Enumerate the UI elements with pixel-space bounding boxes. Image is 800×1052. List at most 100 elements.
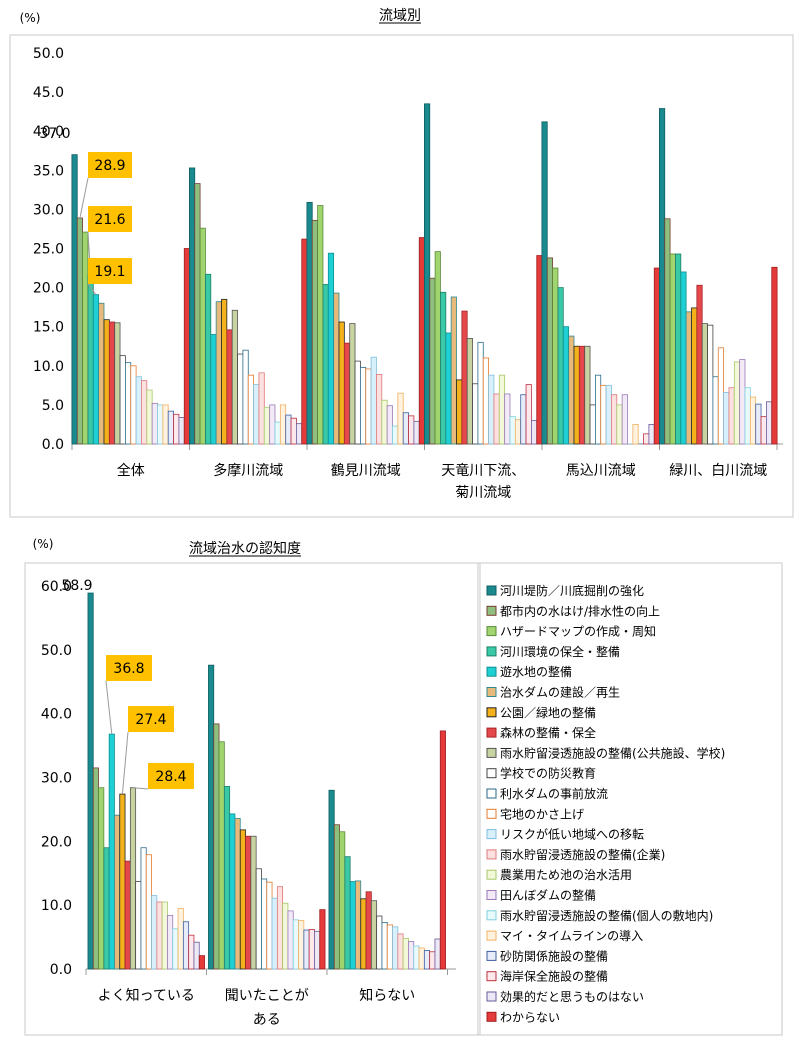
bar: [376, 915, 383, 970]
bar: [595, 374, 602, 445]
legend-label: 学校での防災教育: [500, 766, 596, 781]
bar: [114, 814, 121, 970]
bar: [381, 399, 388, 445]
bar: [354, 360, 361, 445]
legend-swatch: [486, 950, 497, 961]
bar: [739, 359, 746, 445]
y-axis-unit: (%): [20, 11, 41, 25]
bar: [103, 847, 110, 970]
bar: [413, 945, 420, 970]
callout-label: 28.4: [155, 769, 186, 785]
legend-label: ハザードマップの作成・周知: [500, 625, 656, 639]
bar: [632, 424, 639, 445]
legend-swatch: [486, 1011, 497, 1022]
bar: [269, 404, 276, 445]
bar: [135, 881, 142, 970]
bar: [712, 376, 719, 445]
bar: [146, 389, 153, 445]
category-label: 馬込川流域: [566, 463, 636, 479]
bar: [157, 404, 164, 445]
bar: [205, 273, 212, 445]
bar: [696, 284, 703, 445]
bar: [509, 416, 516, 445]
legend-label: 森林の整備・保全: [500, 725, 596, 740]
bar: [434, 251, 441, 445]
bar: [664, 218, 671, 445]
category-label: 菊川流域: [455, 485, 511, 501]
bar: [290, 417, 297, 445]
legend-label: 公園／緑地の整備: [500, 705, 596, 720]
bar: [237, 353, 244, 445]
bar: [717, 347, 724, 445]
callout-box: [128, 706, 174, 732]
legend-swatch: [486, 646, 497, 657]
y-tick-label: 20.0: [41, 834, 72, 850]
legend-swatch: [486, 727, 497, 738]
bar: [355, 880, 362, 970]
bar: [322, 284, 329, 445]
bar: [418, 237, 425, 445]
bar: [271, 897, 278, 970]
legend-label: 遊水地の整備: [500, 664, 572, 679]
bar: [87, 274, 94, 445]
legend-label: 雨水貯留浸透施設の整備(企業): [500, 847, 665, 862]
bar: [308, 929, 315, 970]
bar: [253, 384, 260, 445]
bar: [659, 108, 666, 445]
bar: [226, 329, 233, 445]
bar: [119, 355, 126, 445]
y-tick-label: 10.0: [41, 898, 72, 914]
callout-leader: [79, 177, 89, 219]
chart-title: 流域別: [379, 8, 421, 24]
bar: [429, 951, 436, 970]
y-tick-label: 45.0: [33, 85, 64, 101]
bar: [92, 767, 99, 970]
bar: [213, 723, 220, 970]
y-tick-label: 30.0: [33, 202, 64, 218]
category-label: 緑川、白川流域: [669, 463, 767, 479]
bar: [245, 835, 252, 970]
bar: [397, 933, 404, 970]
legend-swatch: [486, 808, 497, 819]
bar: [621, 394, 628, 445]
category-label: 天竜川下流、: [441, 462, 525, 479]
bar: [477, 341, 484, 445]
bar: [408, 941, 415, 970]
bar: [198, 955, 205, 970]
bar: [295, 423, 303, 445]
legend-frame: [477, 562, 783, 1036]
callout-leader: [87, 283, 97, 295]
chart-by-basin: 流域別 (%) 0.0 5.0 10.0 15.0 20.0 25.0 30.0 35.0 40.0…: [9, 8, 794, 518]
bar: [71, 154, 78, 445]
bar: [413, 420, 420, 445]
bar: [303, 929, 310, 970]
bar: [514, 419, 522, 445]
bar: [210, 334, 217, 445]
bar: [242, 349, 249, 445]
legend-swatch: [486, 971, 497, 982]
legend-label: 農業用ため池の治水活用: [500, 868, 632, 882]
bar: [108, 321, 116, 445]
bar: [685, 311, 692, 445]
bar: [445, 332, 452, 445]
legend-swatch: [486, 890, 497, 900]
bar: [397, 392, 404, 445]
bar: [349, 323, 356, 445]
bar: [370, 356, 377, 445]
callout-leader: [132, 787, 149, 790]
bar: [108, 733, 115, 970]
bar: [199, 227, 206, 445]
bar: [760, 416, 767, 445]
bar: [691, 307, 698, 445]
bar: [344, 856, 351, 970]
bar: [261, 878, 268, 970]
bar: [229, 813, 236, 970]
callout-label: 19.1: [94, 264, 125, 280]
bar: [92, 294, 100, 445]
bar: [381, 922, 388, 970]
category-label: 聞いたことが: [225, 988, 309, 1004]
bar: [306, 201, 313, 445]
bar: [333, 292, 340, 445]
bar: [287, 910, 294, 970]
